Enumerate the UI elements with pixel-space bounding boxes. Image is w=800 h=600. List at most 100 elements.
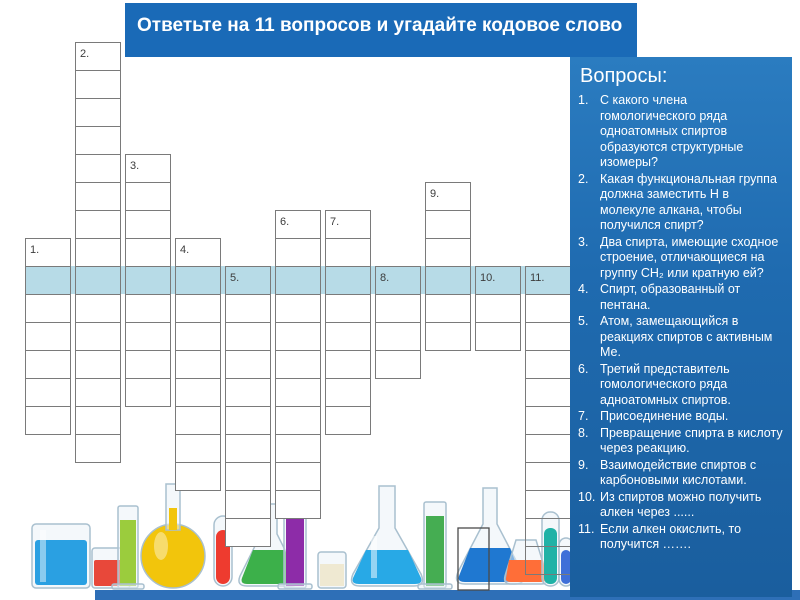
crossword-cell[interactable] [425,322,471,351]
crossword-cell[interactable] [75,434,121,463]
crossword-cell[interactable] [525,294,571,323]
crossword-cell-highlighted[interactable] [75,266,121,295]
crossword-cell-highlighted[interactable] [125,266,171,295]
crossword-cell[interactable] [75,322,121,351]
crossword-cell[interactable]: 4. [175,238,221,267]
crossword-cell[interactable] [475,322,521,351]
crossword-cell[interactable]: 2. [75,42,121,71]
crossword-cell[interactable] [225,378,271,407]
flask-icon [350,485,424,587]
crossword-cell[interactable] [175,462,221,491]
crossword-cell[interactable] [125,210,171,239]
crossword-cell[interactable] [175,322,221,351]
crossword-cell[interactable] [425,210,471,239]
crossword-cell[interactable] [325,406,371,435]
crossword-cell[interactable] [225,294,271,323]
crossword-cell[interactable] [375,350,421,379]
crossword-cell-highlighted[interactable]: 5. [225,266,271,295]
crossword-cell[interactable] [525,518,571,547]
crossword-cell[interactable] [275,238,321,267]
crossword-cell-highlighted[interactable] [425,266,471,295]
crossword-cell[interactable]: 7. [325,210,371,239]
crossword-cell[interactable] [525,434,571,463]
crossword-cell[interactable] [275,350,321,379]
crossword-cell-highlighted[interactable] [325,266,371,295]
crossword-cell[interactable] [325,322,371,351]
crossword-cell[interactable] [525,490,571,519]
crossword-cell[interactable] [25,294,71,323]
cell-number: 5. [230,272,240,284]
crossword-cell[interactable] [525,350,571,379]
crossword-cell[interactable] [275,378,321,407]
crossword-cell[interactable] [75,350,121,379]
crossword-cell[interactable] [75,98,121,127]
crossword-cell[interactable] [525,406,571,435]
crossword-cell[interactable] [275,294,321,323]
crossword-cell[interactable] [225,350,271,379]
crossword-cell-highlighted[interactable] [175,266,221,295]
crossword-cell[interactable] [375,322,421,351]
crossword-cell[interactable] [125,378,171,407]
crossword-cell[interactable] [325,378,371,407]
crossword-cell[interactable] [75,406,121,435]
crossword-cell[interactable] [125,294,171,323]
crossword-cell[interactable] [225,490,271,519]
crossword-cell[interactable]: 1. [25,238,71,267]
question-number: 3. [578,234,589,249]
crossword-cell[interactable] [175,350,221,379]
crossword-cell[interactable] [75,210,121,239]
crossword-cell[interactable] [525,546,571,575]
crossword-cell[interactable] [275,462,321,491]
crossword-cell[interactable] [525,462,571,491]
crossword-cell[interactable] [225,462,271,491]
crossword-cell[interactable] [225,518,271,547]
crossword-cell[interactable] [225,434,271,463]
cylinder-icon [417,501,453,590]
crossword-cell[interactable] [75,238,121,267]
crossword-cell[interactable] [225,406,271,435]
crossword-cell[interactable]: 9. [425,182,471,211]
crossword-cell[interactable] [175,406,221,435]
crossword-cell[interactable] [375,294,421,323]
crossword-cell[interactable] [75,126,121,155]
crossword-cell[interactable] [325,350,371,379]
crossword-cell[interactable] [425,294,471,323]
crossword-cell[interactable] [125,182,171,211]
crossword-cell[interactable]: 6. [275,210,321,239]
crossword-cell[interactable] [325,238,371,267]
crossword-cell[interactable] [75,294,121,323]
crossword-cell[interactable] [225,322,271,351]
crossword-cell[interactable]: 3. [125,154,171,183]
crossword-cell[interactable] [275,434,321,463]
crossword-cell-highlighted[interactable]: 8. [375,266,421,295]
crossword-cell-highlighted[interactable]: 10. [475,266,521,295]
crossword-cell[interactable] [425,238,471,267]
crossword-cell[interactable] [75,70,121,99]
crossword-cell[interactable] [275,490,321,519]
crossword-cell[interactable] [325,294,371,323]
crossword-cell[interactable] [125,350,171,379]
question-item: 6. Третий представитель гомологического р… [578,362,784,409]
question-item: 7. Присоединение воды. [578,409,784,425]
crossword-cell[interactable] [175,434,221,463]
crossword-cell[interactable] [275,322,321,351]
crossword-cell[interactable] [75,182,121,211]
crossword-cell[interactable] [525,322,571,351]
crossword-cell[interactable] [25,322,71,351]
crossword-cell[interactable] [25,378,71,407]
crossword-cell[interactable] [25,406,71,435]
crossword-cell[interactable] [525,378,571,407]
crossword-cell[interactable] [175,294,221,323]
crossword-cell[interactable] [475,294,521,323]
crossword-cell-highlighted[interactable] [275,266,321,295]
crossword-cell-highlighted[interactable]: 11. [525,266,571,295]
crossword-cell[interactable] [125,322,171,351]
crossword-cell[interactable] [175,378,221,407]
crossword-cell[interactable] [75,378,121,407]
crossword-cell[interactable] [75,154,121,183]
crossword-cell-highlighted[interactable] [25,266,71,295]
crossword-cell[interactable] [125,238,171,267]
crossword-cell[interactable] [25,350,71,379]
crossword-cell[interactable] [275,406,321,435]
